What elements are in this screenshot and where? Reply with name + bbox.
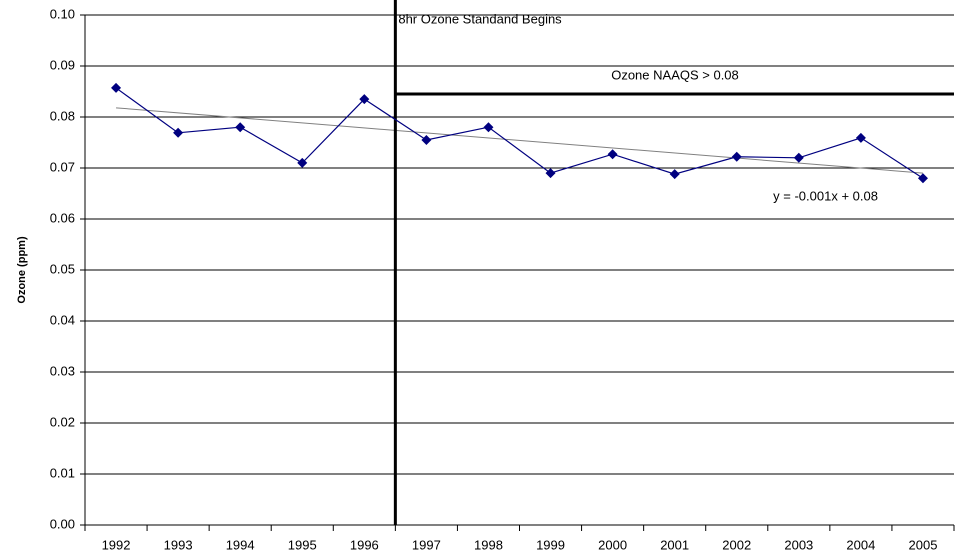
x-tick-label: 2005 xyxy=(909,537,938,552)
x-tick-label: 2000 xyxy=(598,537,627,552)
marker xyxy=(359,94,370,105)
trendline-label: y = -0.001x + 0.08 xyxy=(773,189,878,204)
y-tick-label: 0.07 xyxy=(50,159,75,174)
marker xyxy=(669,169,680,180)
x-tick-label: 1997 xyxy=(412,537,441,552)
marker xyxy=(731,151,742,162)
y-tick-label: 0.02 xyxy=(50,414,75,429)
marker xyxy=(173,127,184,138)
marker xyxy=(483,122,494,133)
marker xyxy=(421,134,432,145)
marker xyxy=(111,82,122,93)
marker xyxy=(855,132,866,143)
x-tick-label: 1993 xyxy=(164,537,193,552)
y-tick-label: 0.10 xyxy=(50,6,75,21)
y-tick-label: 0.06 xyxy=(50,210,75,225)
standard-label: 8hr Ozone Standand Begins xyxy=(398,11,562,26)
y-tick-label: 0.09 xyxy=(50,57,75,72)
x-tick-label: 2003 xyxy=(784,537,813,552)
y-tick-label: 0.00 xyxy=(50,516,75,531)
x-tick-label: 1994 xyxy=(226,537,255,552)
marker xyxy=(917,173,928,184)
x-tick-label: 2002 xyxy=(722,537,751,552)
x-tick-label: 2004 xyxy=(846,537,875,552)
y-axis-label: Ozone (ppm) xyxy=(16,236,28,304)
y-tick-label: 0.04 xyxy=(50,312,75,327)
x-tick-label: 2001 xyxy=(660,537,689,552)
y-tick-label: 0.08 xyxy=(50,108,75,123)
y-tick-label: 0.03 xyxy=(50,363,75,378)
x-tick-label: 1992 xyxy=(102,537,131,552)
y-tick-label: 0.05 xyxy=(50,261,75,276)
x-tick-label: 1999 xyxy=(536,537,565,552)
series-line xyxy=(115,87,924,179)
trendline xyxy=(115,107,924,174)
marker xyxy=(235,122,246,133)
x-tick-label: 1995 xyxy=(288,537,317,552)
marker xyxy=(297,157,308,168)
marker xyxy=(545,168,556,179)
marker xyxy=(793,152,804,163)
x-tick-label: 1998 xyxy=(474,537,503,552)
naaqs-label: Ozone NAAQS > 0.08 xyxy=(611,67,739,82)
y-tick-label: 0.01 xyxy=(50,465,75,480)
x-tick-label: 1996 xyxy=(350,537,379,552)
marker xyxy=(607,149,618,160)
